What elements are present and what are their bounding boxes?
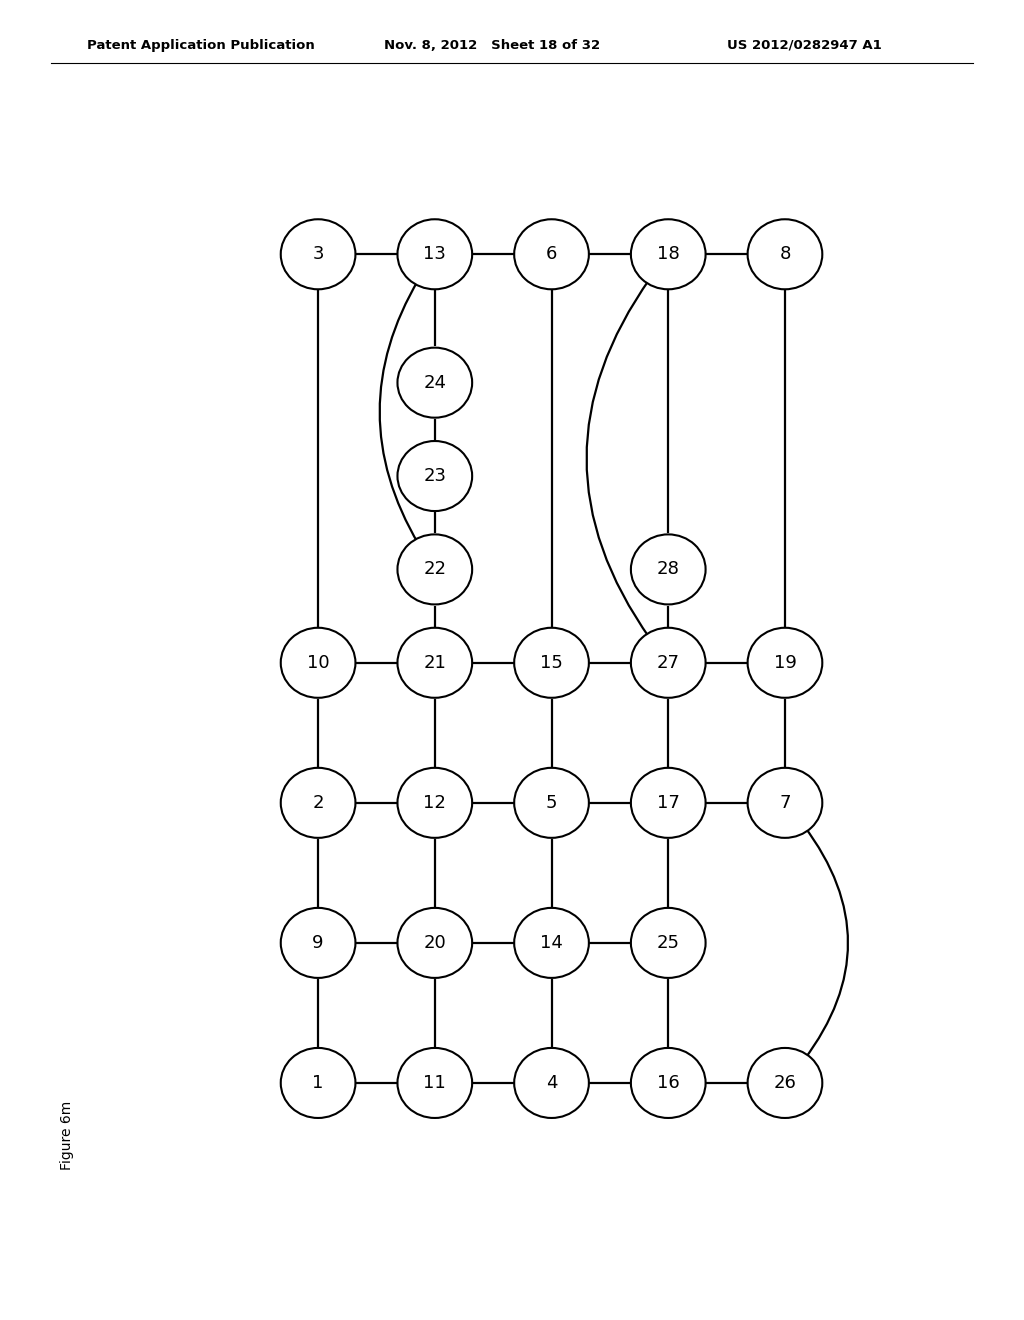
Text: 28: 28 [656, 561, 680, 578]
Ellipse shape [514, 908, 589, 978]
Ellipse shape [397, 628, 472, 698]
Ellipse shape [748, 219, 822, 289]
Ellipse shape [631, 1048, 706, 1118]
Ellipse shape [631, 219, 706, 289]
Text: 6: 6 [546, 246, 557, 263]
Ellipse shape [281, 628, 355, 698]
Ellipse shape [397, 768, 472, 838]
Ellipse shape [748, 1048, 822, 1118]
Text: 8: 8 [779, 246, 791, 263]
Ellipse shape [631, 628, 706, 698]
Ellipse shape [397, 441, 472, 511]
Ellipse shape [281, 219, 355, 289]
Ellipse shape [281, 908, 355, 978]
Ellipse shape [281, 768, 355, 838]
Ellipse shape [631, 768, 706, 838]
Text: 10: 10 [307, 653, 330, 672]
Ellipse shape [514, 1048, 589, 1118]
Text: 18: 18 [656, 246, 680, 263]
Text: 2: 2 [312, 793, 324, 812]
Text: Patent Application Publication: Patent Application Publication [87, 38, 314, 51]
Text: 9: 9 [312, 933, 324, 952]
Ellipse shape [514, 628, 589, 698]
Ellipse shape [631, 908, 706, 978]
Text: 12: 12 [423, 793, 446, 812]
Ellipse shape [514, 768, 589, 838]
Text: 11: 11 [424, 1074, 446, 1092]
Ellipse shape [281, 1048, 355, 1118]
FancyArrowPatch shape [380, 279, 419, 545]
Ellipse shape [397, 535, 472, 605]
Text: 24: 24 [423, 374, 446, 392]
Ellipse shape [397, 219, 472, 289]
Ellipse shape [397, 347, 472, 417]
Text: 16: 16 [656, 1074, 680, 1092]
Ellipse shape [748, 768, 822, 838]
Text: 4: 4 [546, 1074, 557, 1092]
Ellipse shape [397, 908, 472, 978]
Text: 5: 5 [546, 793, 557, 812]
Ellipse shape [631, 535, 706, 605]
Text: 1: 1 [312, 1074, 324, 1092]
FancyArrowPatch shape [587, 277, 650, 639]
Text: 25: 25 [656, 933, 680, 952]
Text: 26: 26 [773, 1074, 797, 1092]
Text: 7: 7 [779, 793, 791, 812]
Text: Figure 6m: Figure 6m [59, 1101, 74, 1170]
Text: 21: 21 [423, 653, 446, 672]
Text: Nov. 8, 2012   Sheet 18 of 32: Nov. 8, 2012 Sheet 18 of 32 [384, 38, 600, 51]
Text: 27: 27 [656, 653, 680, 672]
Ellipse shape [397, 1048, 472, 1118]
Text: 15: 15 [540, 653, 563, 672]
Ellipse shape [514, 219, 589, 289]
Text: 20: 20 [424, 933, 446, 952]
Text: 22: 22 [423, 561, 446, 578]
Ellipse shape [748, 628, 822, 698]
Text: US 2012/0282947 A1: US 2012/0282947 A1 [727, 38, 882, 51]
Text: 13: 13 [423, 246, 446, 263]
Text: 3: 3 [312, 246, 324, 263]
Text: 19: 19 [773, 653, 797, 672]
Text: 23: 23 [423, 467, 446, 484]
Text: 17: 17 [656, 793, 680, 812]
Text: 14: 14 [540, 933, 563, 952]
FancyArrowPatch shape [804, 825, 848, 1060]
